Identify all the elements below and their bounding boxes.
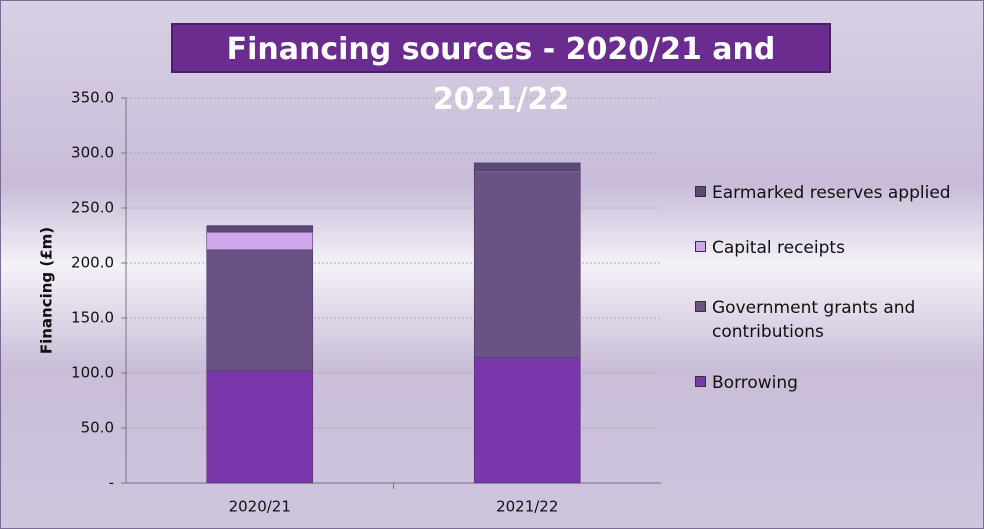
chart-title: Financing sources - 2020/21 and 2021/22	[171, 23, 831, 117]
bar-segment	[473, 162, 581, 171]
y-tick-label: 150.0	[71, 309, 114, 327]
legend-swatch	[695, 241, 706, 252]
bar-segment	[206, 370, 314, 484]
legend-label: Government grants and contributions	[712, 298, 916, 342]
y-tick-label: 350.0	[71, 89, 114, 107]
legend-item: Capital receipts	[695, 236, 975, 260]
y-tick-label: 100.0	[71, 364, 114, 382]
legend-swatch	[695, 186, 706, 197]
legend-item: Government grants and contributions	[695, 296, 975, 344]
bar-segment	[473, 357, 581, 484]
x-tick-label: 2021/22	[496, 498, 558, 516]
bar-segment	[206, 231, 314, 251]
bar-segment	[206, 249, 314, 372]
y-tick-label: 200.0	[71, 254, 114, 272]
legend-label: Earmarked reserves applied	[712, 183, 951, 203]
legend-swatch	[695, 376, 706, 387]
legend-item: Borrowing	[695, 371, 975, 395]
y-tick-label: 50.0	[81, 419, 114, 437]
x-tick-label: 2020/21	[229, 498, 291, 516]
y-tick-label: 300.0	[71, 144, 114, 162]
legend-label: Borrowing	[712, 373, 798, 393]
bar-segment	[473, 171, 581, 358]
legend-label: Capital receipts	[712, 238, 845, 258]
y-tick-label: 250.0	[71, 199, 114, 217]
y-tick-label: -	[109, 474, 114, 492]
y-axis-label: Financing (£m)	[38, 227, 56, 354]
legend-swatch	[695, 301, 706, 312]
legend-item: Earmarked reserves applied	[695, 181, 975, 205]
bar-segment	[206, 225, 314, 233]
